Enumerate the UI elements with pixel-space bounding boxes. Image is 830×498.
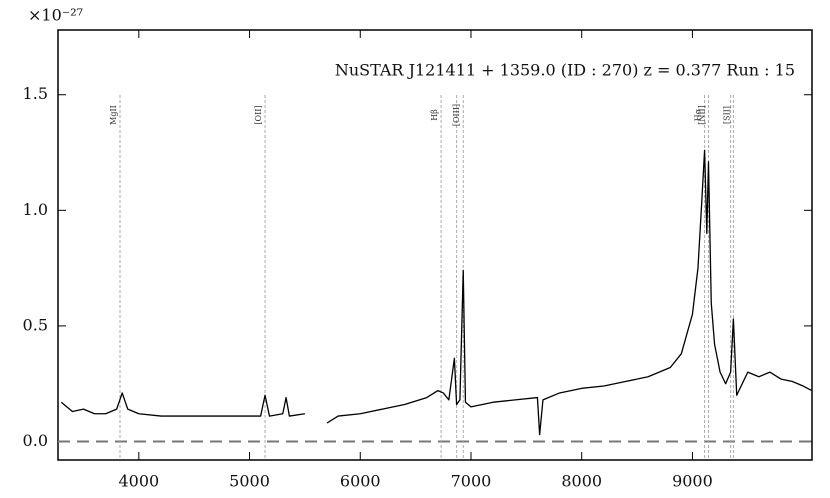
emission-label: [SII] [722,106,731,124]
x-tick-label: 8000 [561,472,602,491]
plot-frame [57,29,813,461]
emission-label: Hα [694,108,703,121]
emission-label: [NII] [697,105,706,125]
y-tick-label: 1.0 [23,200,48,219]
x-tick-label: 9000 [672,472,713,491]
x-tick-label: 4000 [118,472,159,491]
emission-label: MgII [109,105,118,125]
x-tick-label: 7000 [451,472,492,491]
y-tick-label: 0.0 [23,431,48,450]
spectrum-line [60,149,813,436]
x-tick-label: 6000 [340,472,381,491]
chart-title: NuSTAR J121411 + 1359.0 (ID : 270) z = 0… [335,61,795,80]
y-tick-label: 1.5 [23,84,48,103]
emission-label: [OII] [254,105,263,124]
emission-label: Hβ [430,109,439,121]
y-multiplier: ×10⁻²⁷ [28,6,83,25]
emission-label: [OIII] [452,104,461,126]
y-tick-label: 0.5 [23,315,48,334]
x-tick-label: 5000 [229,472,270,491]
